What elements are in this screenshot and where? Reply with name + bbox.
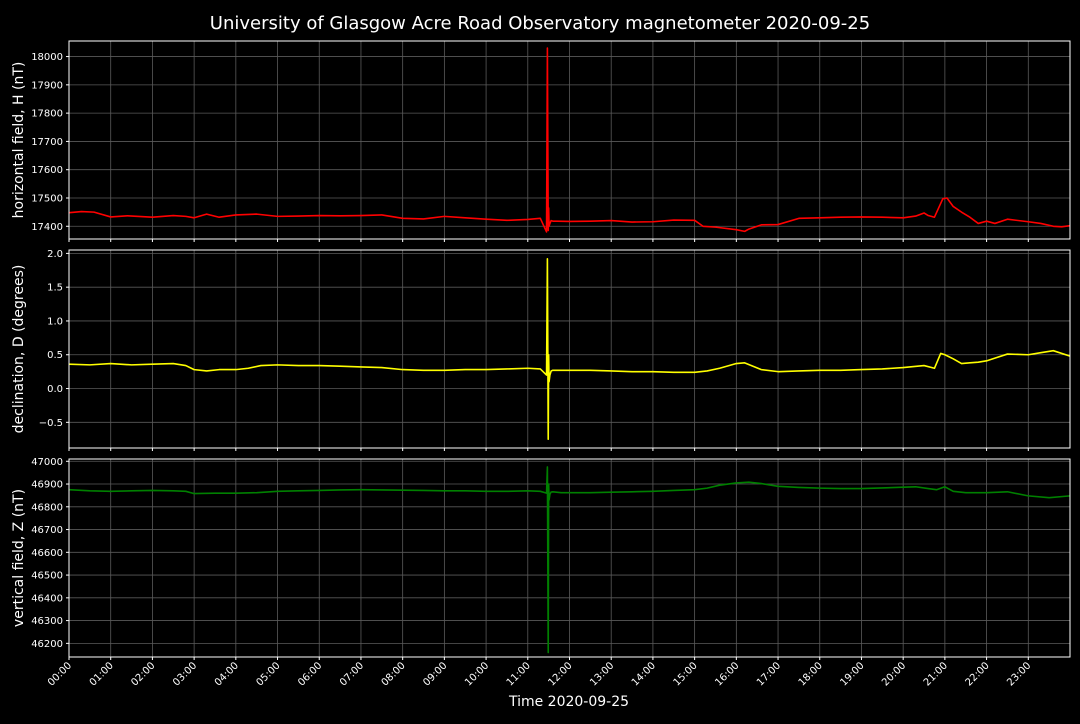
y-tick-label: 2.0 xyxy=(47,249,63,260)
series-line-1-0 xyxy=(69,257,1070,441)
series-line-0-0 xyxy=(69,47,1070,233)
x-tick-label: 21:00 xyxy=(922,660,950,688)
x-tick-label: 13:00 xyxy=(588,660,616,688)
x-tick-label: 00:00 xyxy=(46,660,74,688)
x-tick-label: 17:00 xyxy=(755,660,783,688)
y-axis-label: vertical field, Z (nT) xyxy=(11,489,27,627)
series-line-2-0 xyxy=(69,466,1070,654)
horizontal-field-panel: 17400 17500 17600 17700 17800 17900 18000 horiz… xyxy=(11,40,1071,242)
y-tick-label: 46800 xyxy=(31,502,63,513)
declination-panel: −0.5 0.0 0.5 1.0 1.5 2.0 declination, D (degre… xyxy=(11,249,1071,451)
y-tick-label: 0.0 xyxy=(47,384,63,395)
y-tick-label: 46600 xyxy=(31,548,63,559)
y-tick-label: 17600 xyxy=(31,165,63,176)
y-tick-label: 18000 xyxy=(31,52,63,63)
y-tick-label: 1.5 xyxy=(47,283,63,294)
x-axis-label: Time 2020-09-25 xyxy=(508,694,629,710)
x-tick-label: 15:00 xyxy=(672,660,700,688)
x-tick-label: 12:00 xyxy=(546,660,574,688)
x-tick-label: 06:00 xyxy=(296,660,324,688)
y-tick-label: 46700 xyxy=(31,525,63,536)
x-tick-label: 16:00 xyxy=(713,660,741,688)
x-tick-label: 04:00 xyxy=(213,660,241,688)
y-axis-label: horizontal field, H (nT) xyxy=(11,62,27,219)
y-tick-label: 46400 xyxy=(31,593,63,604)
chart-title: University of Glasgow Acre Road Observat… xyxy=(210,13,870,34)
vertical-field-panel: 00:00 01:00 02:00 03:00 04:00 05:00 06:00 07:00… xyxy=(11,457,1071,689)
y-tick-label: −0.5 xyxy=(39,418,63,429)
x-tick-label: 22:00 xyxy=(964,660,992,688)
x-tick-label: 05:00 xyxy=(255,660,283,688)
x-tick-label: 07:00 xyxy=(338,660,366,688)
x-tick-label: 03:00 xyxy=(171,660,199,688)
x-tick-label: 20:00 xyxy=(880,660,908,688)
x-tick-label: 02:00 xyxy=(129,660,157,688)
x-tick-label: 18:00 xyxy=(797,660,825,688)
x-tick-label: 14:00 xyxy=(630,660,658,688)
axes-frame xyxy=(68,249,1071,449)
y-tick-label: 46500 xyxy=(31,571,63,582)
axes-frame xyxy=(68,40,1071,240)
x-tick-label: 11:00 xyxy=(505,660,533,688)
y-tick-label: 17800 xyxy=(31,109,63,120)
y-axis-label: declination, D (degrees) xyxy=(11,265,27,434)
x-tick-label: 23:00 xyxy=(1005,660,1033,688)
y-tick-label: 47000 xyxy=(31,457,63,468)
y-tick-label: 46900 xyxy=(31,480,63,491)
y-tick-label: 17500 xyxy=(31,193,63,204)
y-tick-label: 1.0 xyxy=(47,316,63,327)
x-tick-label: 10:00 xyxy=(463,660,491,688)
x-tick-label: 09:00 xyxy=(421,660,449,688)
x-tick-label: 08:00 xyxy=(380,660,408,688)
y-tick-label: 0.5 xyxy=(47,350,63,361)
y-tick-label: 17400 xyxy=(31,222,63,233)
y-tick-label: 17900 xyxy=(31,80,63,91)
x-tick-label: 01:00 xyxy=(88,660,116,688)
axes-frame xyxy=(68,458,1071,658)
x-tick-label: 19:00 xyxy=(838,660,866,688)
y-tick-label: 46200 xyxy=(31,639,63,650)
y-tick-label: 46300 xyxy=(31,616,63,627)
y-tick-label: 17700 xyxy=(31,137,63,148)
